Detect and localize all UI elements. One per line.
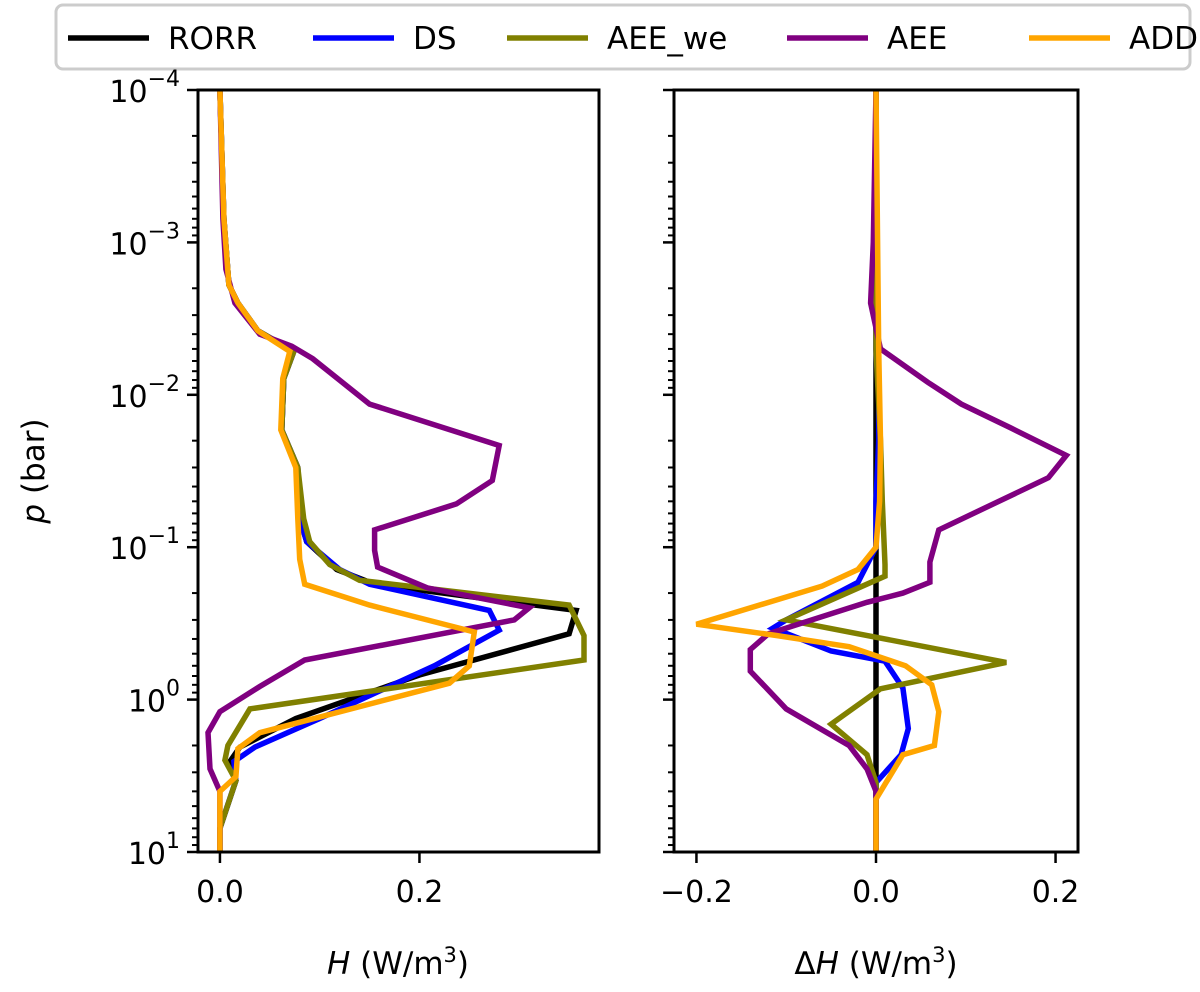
- left-series-group: [205, 89, 587, 852]
- legend: RORR DS AEE_we AEE ADD: [54, 3, 1198, 71]
- legend-label-add: ADD: [1129, 21, 1198, 57]
- right-series-aee-line: [747, 89, 1071, 852]
- legend-label-aee: AEE: [887, 21, 947, 57]
- right-x-tick-label: 0.2: [1032, 875, 1080, 910]
- legend-label-rorr: RORR: [168, 21, 257, 57]
- legend-label-aee-we: AEE_we: [607, 21, 727, 57]
- right-x-tick-label: −0.2: [660, 875, 733, 910]
- left-panel: 10−4 10−3 10−2 10−1 100 101 0.0 0.2 p (bar) H …: [16, 67, 601, 982]
- right-series-add-line: [695, 89, 942, 852]
- right-panel: −0.2 0.0 0.2 ΔH (W/m3): [660, 88, 1080, 982]
- right-series-group: [695, 89, 1071, 852]
- y-tick-label: 100: [128, 677, 180, 720]
- left-series-add-line: [217, 89, 478, 852]
- y-tick-label: 10−1: [109, 524, 180, 567]
- left-x-axis-label: H (W/m3): [327, 943, 469, 982]
- y-tick-label: 101: [128, 829, 180, 872]
- left-axes-frame: [196, 88, 601, 854]
- y-tick-label: 10−3: [109, 219, 180, 262]
- left-x-tick-label: 0.0: [196, 875, 244, 910]
- left-y-axis-label: p (bar): [16, 418, 52, 524]
- right-x-axis-label: ΔH (W/m3): [794, 943, 957, 982]
- legend-frame: [54, 3, 1192, 71]
- right-x-tick-label: 0.0: [852, 875, 900, 910]
- legend-label-ds: DS: [413, 21, 457, 57]
- y-tick-label: 10−2: [109, 372, 180, 415]
- left-x-tick-label: 0.2: [396, 875, 444, 910]
- y-tick-label: 10−4: [109, 67, 180, 110]
- right-series-aee-we-line: [777, 90, 1007, 852]
